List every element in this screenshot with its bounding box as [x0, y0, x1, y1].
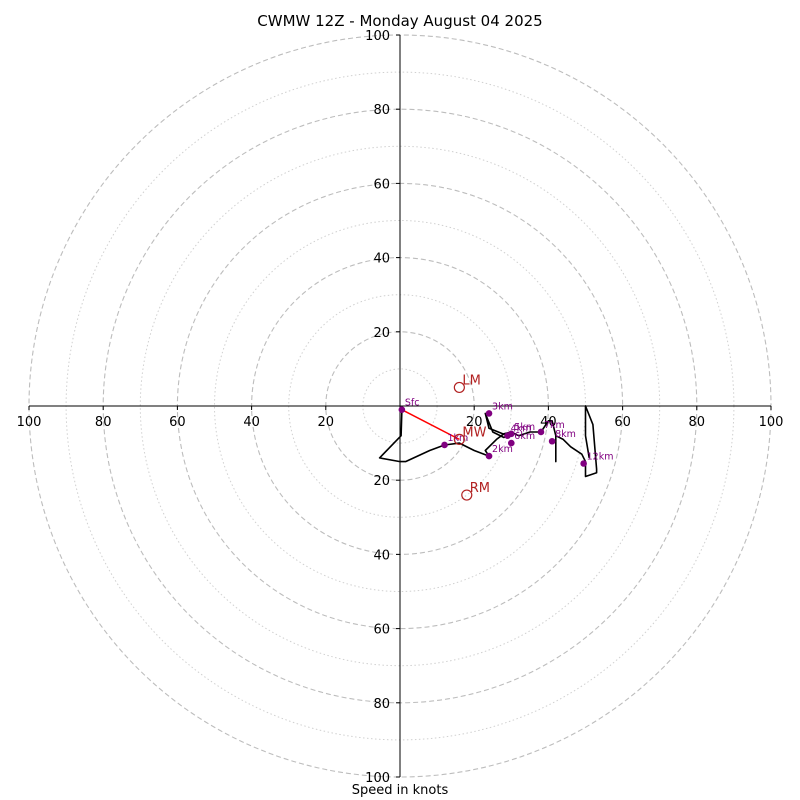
height-label: 5km [514, 422, 535, 433]
height-marker [485, 452, 493, 460]
x-tick-label: 80 [689, 415, 706, 430]
x-tick-label: 100 [17, 415, 42, 430]
y-tick-label: 20 [373, 326, 390, 341]
x-tick-label: 80 [95, 415, 112, 430]
shear-line [401, 409, 460, 441]
height-label: 2km [492, 444, 513, 455]
storm-vector-label: MW [462, 425, 486, 440]
y-tick-label: 80 [373, 697, 390, 712]
x-axis-label: Speed in knots [351, 783, 449, 798]
x-tick-label: 40 [243, 415, 260, 430]
x-tick-label: 60 [169, 415, 186, 430]
height-marker [398, 406, 406, 414]
x-tick-label: 20 [466, 415, 483, 430]
y-tick-label: 20 [373, 474, 390, 489]
y-tick-label: 40 [373, 252, 390, 267]
height-label: 4km [511, 424, 532, 435]
height-marker [441, 441, 448, 449]
y-tick-label: 80 [373, 103, 390, 118]
y-tick-label: 40 [373, 548, 390, 563]
y-tick-label: 100 [365, 771, 390, 786]
height-label: 6km [514, 431, 535, 442]
height-label: Sfc [405, 398, 420, 409]
height-marker [537, 428, 545, 436]
x-tick-label: 100 [759, 415, 784, 430]
y-tick-label: 100 [365, 29, 390, 44]
storm-vector-marker [453, 433, 465, 445]
y-tick-label: 60 [373, 623, 390, 638]
x-tick-label: 20 [318, 415, 335, 430]
height-label: 12km [587, 452, 614, 463]
chart-title: CWMW 12Z - Monday August 04 2025 [257, 12, 543, 30]
height-marker [580, 460, 587, 467]
height-marker [485, 410, 493, 417]
storm-vector-label: LM [462, 373, 480, 388]
storm-vector-label: RM [470, 481, 490, 496]
storm-vector-marker [461, 489, 473, 501]
storm-vector-marker [453, 381, 465, 394]
height-marker [508, 430, 515, 438]
height-label: 8km [555, 429, 576, 440]
height-label: 7km [544, 420, 565, 431]
height-label: 1km [448, 433, 469, 444]
height-marker [508, 439, 515, 447]
height-label: 3km [492, 401, 513, 412]
x-tick-label: 60 [614, 415, 631, 430]
height-marker [548, 437, 556, 445]
y-tick-label: 60 [373, 177, 390, 192]
